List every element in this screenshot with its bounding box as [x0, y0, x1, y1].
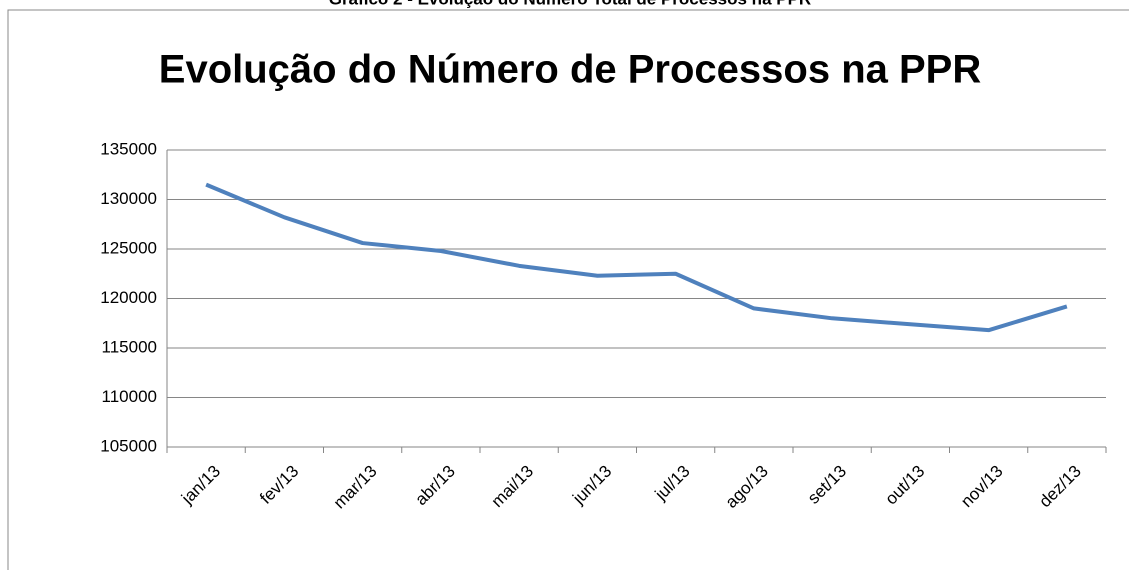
y-tick-label: 105000	[100, 436, 157, 455]
y-tick-label: 120000	[100, 288, 157, 307]
x-tick-label: mai/13	[488, 462, 538, 512]
x-tick-label: ago/13	[722, 462, 772, 512]
y-tick-label: 115000	[102, 337, 157, 356]
x-tick-label: nov/13	[957, 462, 1007, 512]
chart-frame	[7, 9, 1129, 570]
data-line	[205, 182, 1068, 333]
x-tick-label: jul/13	[651, 462, 694, 505]
x-tick-label: dez/13	[1035, 462, 1085, 512]
chart-title: Evolução do Número de Processos na PPR	[159, 48, 982, 92]
x-tick-label: jan/13	[177, 462, 224, 509]
y-tick-label: 135000	[100, 139, 157, 158]
x-tick-label: mar/13	[330, 462, 381, 513]
x-tick-label: set/13	[804, 462, 850, 508]
caption: Gráfico 2 - Evolução do Número Total de …	[329, 0, 811, 8]
x-tick-label: fev/13	[256, 462, 302, 508]
y-tick-label: 130000	[100, 189, 157, 208]
y-tick-label: 110000	[102, 387, 157, 406]
x-tick-label: out/13	[882, 462, 929, 509]
y-tick-label: 125000	[100, 238, 157, 257]
x-tick-label: abr/13	[411, 462, 459, 510]
x-tick-label: jun/13	[568, 462, 615, 509]
